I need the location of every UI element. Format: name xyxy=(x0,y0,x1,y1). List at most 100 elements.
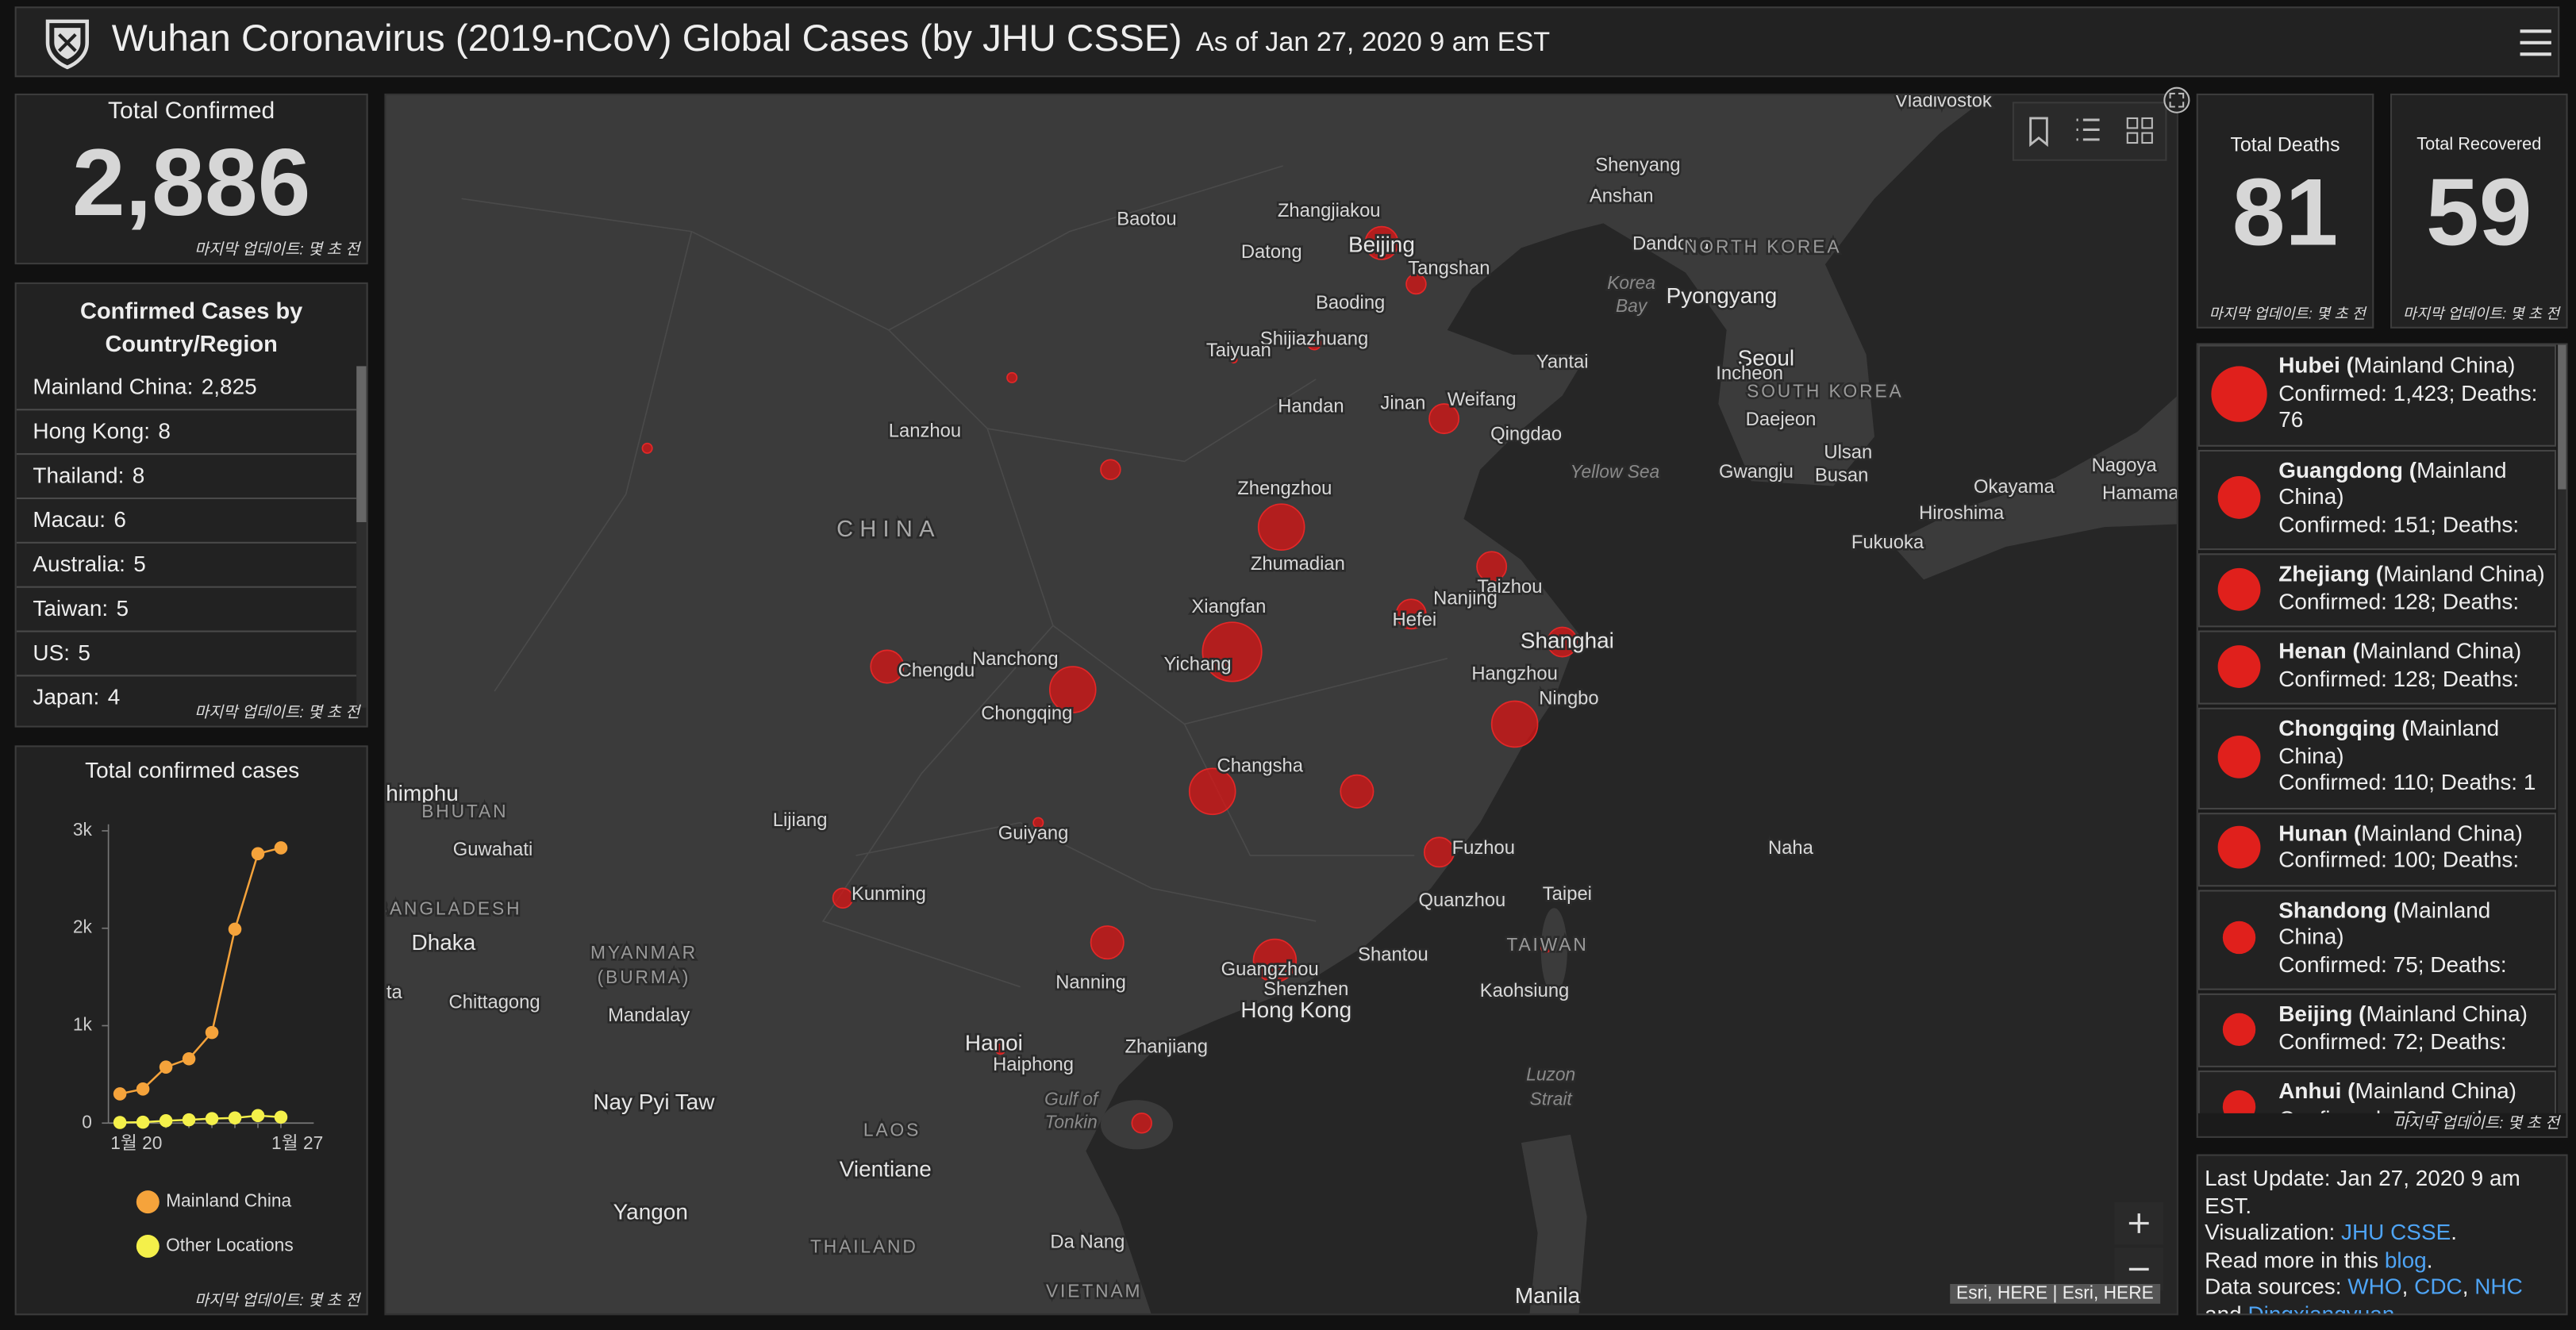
case-bubble[interactable] xyxy=(1428,403,1460,435)
province-items: Hubei (Mainland China) Confirmed: 1,423; … xyxy=(2197,344,2557,1113)
case-bubble[interactable] xyxy=(1490,700,1539,748)
map-label: Changsha xyxy=(1217,755,1304,777)
zoom-controls[interactable] xyxy=(2114,1201,2164,1301)
map-label: Jinan xyxy=(1380,392,1425,413)
toolbar-icons[interactable] xyxy=(2014,103,2165,159)
case-bubble[interactable] xyxy=(1090,925,1125,960)
province-region: Mainland China) xyxy=(2278,457,2507,509)
case-bubble[interactable] xyxy=(641,442,653,454)
province-item: Shandong (Mainland China) Confirmed: 75; … xyxy=(2197,889,2557,990)
value: 2,886 xyxy=(71,129,311,236)
info-link[interactable]: NHC xyxy=(2474,1274,2523,1299)
country-value: 6 xyxy=(113,507,126,532)
label: Total Deaths xyxy=(2230,133,2340,156)
case-bubble[interactable] xyxy=(1547,626,1578,658)
footer: 마지막 업데이트: 몇 초 전 xyxy=(194,241,360,259)
case-bubble[interactable] xyxy=(1032,817,1044,828)
scrollbar[interactable] xyxy=(2558,344,2566,1113)
case-bubble[interactable] xyxy=(1006,371,1018,383)
province-item: Beijing (Mainland China) Confirmed: 72; D… xyxy=(2197,993,2557,1067)
country-name: Mainland China: xyxy=(33,374,194,399)
map[interactable]: Vladivostok Shenyang Anshan Baotou Zhangjiak… xyxy=(386,95,2178,1315)
case-dot xyxy=(2211,365,2267,422)
map-label: Qingdao xyxy=(1490,424,1562,445)
case-bubble[interactable] xyxy=(870,649,905,684)
info-line: Last Update: Jan 27, 2020 9 am EST. xyxy=(2205,1166,2556,1220)
total-recovered-panel: Total Recovered 59 마지막 업데이트: 몇 초 전 xyxy=(2390,93,2568,329)
case-bubble[interactable] xyxy=(1423,836,1455,868)
map-label: Fuzhou xyxy=(1452,837,1515,859)
case-bubble[interactable] xyxy=(1229,356,1238,364)
panel-title: Confirmed Cases by Country/Region xyxy=(80,297,303,356)
case-bubble[interactable] xyxy=(1257,503,1305,551)
case-dot xyxy=(2217,567,2261,610)
footer: 마지막 업데이트: 몇 초 전 xyxy=(194,1292,360,1311)
case-bubble[interactable] xyxy=(994,1044,1006,1055)
province-item: Anhui (Mainland China) Confirmed: 70; Dea… xyxy=(2197,1071,2557,1113)
land xyxy=(1540,908,1567,994)
case-bubble[interactable] xyxy=(1188,767,1236,816)
chart-panel: Total confirmed cases 0 1k 2k 3k 1월 20 1월 27 Ma… xyxy=(14,745,368,1316)
map-label: Hong Kong xyxy=(1240,998,1351,1022)
case-bubble[interactable] xyxy=(1476,551,1508,582)
series-line xyxy=(119,847,282,1095)
case-dot xyxy=(2222,1012,2256,1045)
map-label: Busan xyxy=(1815,464,1869,486)
map-label: Anshan xyxy=(1590,186,1654,207)
info-link[interactable]: WHO xyxy=(2347,1274,2402,1299)
case-bubble[interactable] xyxy=(1100,459,1121,481)
map-label: Chongqing xyxy=(981,702,1072,724)
data-point xyxy=(205,1025,219,1040)
province-region: Mainland China) xyxy=(2355,1078,2517,1104)
map-label: Hamama xyxy=(2102,482,2178,504)
scrollbar[interactable] xyxy=(356,366,367,708)
country-row: Taiwan: 5 xyxy=(16,588,357,632)
map-label: TAIWAN xyxy=(1506,934,1588,955)
info-link[interactable]: Dingxiangyuan xyxy=(2247,1301,2395,1316)
info-line: Visualization: JHU CSSE. xyxy=(2205,1220,2556,1247)
case-bubble[interactable] xyxy=(832,887,854,909)
map-label: Weifang xyxy=(1448,389,1517,410)
map-label: Baotou xyxy=(1117,209,1176,230)
info-text: . xyxy=(2426,1247,2433,1272)
case-bubble[interactable] xyxy=(1131,1113,1152,1134)
case-dot xyxy=(2217,825,2261,869)
province-region: Mainland China) xyxy=(2278,897,2491,949)
case-bubble[interactable] xyxy=(1540,941,1552,953)
map-label: Lanzhou xyxy=(889,420,961,441)
logo xyxy=(45,19,89,70)
case-bubble[interactable] xyxy=(1395,598,1427,630)
province-name: Hunan ( xyxy=(2278,820,2362,845)
map-label: Hiroshima xyxy=(1919,502,2005,524)
map-label: Quanzhou xyxy=(1418,890,1505,911)
map-label: Yantai xyxy=(1536,352,1589,373)
case-bubble[interactable] xyxy=(1201,621,1263,682)
info-link[interactable]: JHU CSSE xyxy=(2341,1220,2451,1245)
fullscreen-button[interactable] xyxy=(2162,86,2191,115)
case-bubble[interactable] xyxy=(1405,273,1427,295)
map-label: Guiyang xyxy=(998,822,1069,844)
dot-column xyxy=(2200,716,2278,797)
info-link[interactable]: blog xyxy=(2384,1247,2427,1272)
case-bubble[interactable] xyxy=(1252,938,1298,983)
total-confirmed-panel: Total Confirmed 2,886 마지막 업데이트: 몇 초 전 xyxy=(14,93,368,265)
map-label: (BURMA) xyxy=(598,967,691,987)
dot-column xyxy=(2200,821,2278,874)
info-link[interactable]: CDC xyxy=(2414,1274,2463,1299)
y-tick-label: 1k xyxy=(73,1014,93,1035)
case-bubble[interactable] xyxy=(1048,666,1097,713)
country-name: Japan: xyxy=(33,684,100,708)
map-label: Guangzhou xyxy=(1221,959,1319,980)
menu-button[interactable] xyxy=(2520,26,2553,59)
case-bubble[interactable] xyxy=(1340,774,1375,809)
case-bubble[interactable] xyxy=(1364,225,1399,260)
case-bubble[interactable] xyxy=(1306,336,1322,351)
legend-marker xyxy=(136,1190,160,1214)
map-label: Shenzhen xyxy=(1263,978,1348,1000)
map-label: Taiyuan xyxy=(1206,340,1271,361)
province-name: Shandong ( xyxy=(2278,897,2401,922)
dot-column xyxy=(2200,353,2278,434)
chart-title: Total confirmed cases xyxy=(85,758,299,782)
province-item: Hubei (Mainland China) Confirmed: 1,423; … xyxy=(2197,344,2557,446)
